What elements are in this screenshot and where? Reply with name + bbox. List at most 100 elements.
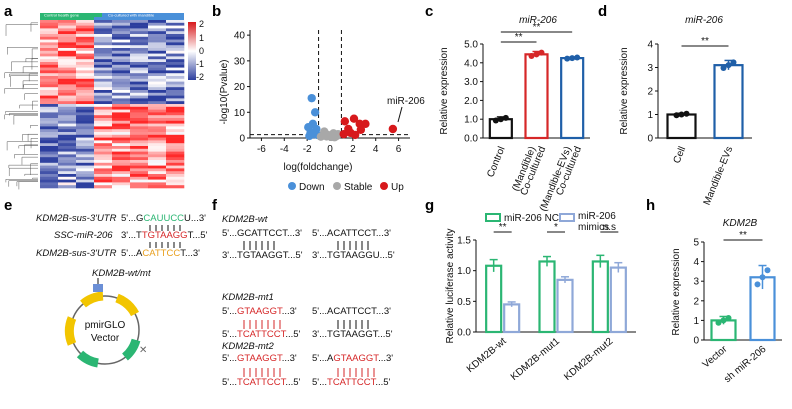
data-point <box>715 319 722 326</box>
heatmap-cell <box>112 182 131 186</box>
heatmap-cell <box>148 174 167 178</box>
heatmap-cell <box>112 31 131 35</box>
heatmap-cell <box>112 179 131 183</box>
heatmap-cell <box>94 56 113 60</box>
heatmap-cell <box>76 45 95 49</box>
heatmap-cell <box>76 76 95 80</box>
heatmap-cell <box>76 115 95 119</box>
volcano-point-stable <box>318 131 328 140</box>
heatmap-cell <box>166 157 185 161</box>
heatmap-cell <box>112 185 131 189</box>
heatmap-cell <box>58 95 77 99</box>
bar <box>503 303 521 334</box>
heatmap-cell <box>112 87 131 91</box>
heatmap-cell <box>76 78 95 82</box>
heatmap-cell <box>40 73 59 77</box>
heatmap-cell <box>148 73 167 77</box>
heatmap-cell <box>94 84 113 88</box>
heatmap-cell <box>166 143 185 147</box>
heatmap-cell <box>76 20 95 24</box>
heatmap-cell <box>166 185 185 189</box>
heatmap-cell <box>148 62 167 66</box>
heatmap-cell <box>112 42 131 46</box>
heatmap-cell <box>94 148 113 152</box>
heatmap-cell <box>130 101 149 105</box>
y-tick-label: 3 <box>693 277 699 288</box>
mt2-right-bottom-mut: TCATTCCT <box>327 377 377 388</box>
heatmap-cell <box>130 106 149 110</box>
heatmap-cell <box>130 70 149 74</box>
group-label-control: Control health gene <box>42 10 82 15</box>
heatmap-cell <box>76 53 95 57</box>
colorbar-tick-m2: -2 <box>196 72 204 82</box>
plasmid-cut-mark: ✕ <box>139 345 147 356</box>
heatmap-cell <box>148 115 167 119</box>
group-label-cocultured: Co-cultured with mandible <box>106 10 159 15</box>
heatmap-cell <box>166 132 185 136</box>
heatmap-cell <box>130 67 149 71</box>
heatmap-cell <box>166 174 185 178</box>
legend-down-marker <box>288 182 296 190</box>
heatmap-cell <box>166 42 185 46</box>
heatmap-cell <box>40 123 59 127</box>
heatmap-cell <box>40 92 59 96</box>
heatmap-cell <box>58 129 77 133</box>
heatmap-cell <box>76 165 95 169</box>
heatmap-cell <box>58 106 77 110</box>
heatmap-cell <box>148 168 167 172</box>
y-axis-label: Relative expression <box>619 47 630 134</box>
heatmap-cell <box>76 56 95 60</box>
heatmap-cell <box>58 25 77 29</box>
heatmap-cell <box>40 168 59 172</box>
heatmap-cell <box>40 53 59 57</box>
heatmap-cell <box>58 115 77 119</box>
heatmap-cell <box>112 134 131 138</box>
volcano-xlabel: log(foldchange) <box>284 162 353 173</box>
bar <box>556 278 574 334</box>
heatmap-cell <box>166 62 185 66</box>
heatmap-cell <box>76 168 95 172</box>
heatmap-cell <box>166 112 185 116</box>
heatmap-cell <box>40 162 59 166</box>
heatmap-cell <box>148 36 167 40</box>
heatmap-cell <box>148 176 167 180</box>
heatmap-cell <box>148 70 167 74</box>
heatmap-cell <box>112 137 131 141</box>
heatmap-cell <box>76 129 95 133</box>
heatmap-cell <box>148 31 167 35</box>
heatmap-cell <box>148 53 167 57</box>
y-tick-label: 0.5 <box>457 297 471 308</box>
heatmap-cell <box>112 76 131 80</box>
heatmap-cell <box>94 62 113 66</box>
heatmap-cell <box>40 182 59 186</box>
wt-left-bottom: 3'...TGTAAGGT...5' <box>222 250 303 261</box>
heatmap-cell <box>112 53 131 57</box>
data-point <box>754 281 761 288</box>
heatmap-cell <box>94 115 113 119</box>
heatmap-cell <box>130 50 149 54</box>
heatmap-cell <box>112 112 131 116</box>
heatmap-cell <box>40 112 59 116</box>
heatmap-cell <box>112 92 131 96</box>
heatmap-cell <box>76 25 95 29</box>
heatmap-cell <box>40 76 59 80</box>
heatmap-cell <box>76 84 95 88</box>
heatmap-cell <box>112 36 131 40</box>
heatmap-cell <box>130 112 149 116</box>
heatmap-cell <box>76 90 95 94</box>
wt-right-top: 5'...ACATTCCT...3' <box>312 228 391 239</box>
pairing-bars-top <box>149 225 181 231</box>
heatmap-cell <box>112 22 131 26</box>
mirna-binding-panel: KDM2B-sus-3'UTR 5'...GCAUUCCU...3' SSC-m… <box>36 213 208 368</box>
y-tick-label: 0.0 <box>457 328 471 339</box>
heatmap-cell <box>130 137 149 141</box>
heatmap-cell <box>130 95 149 99</box>
heatmap-cell <box>40 64 59 68</box>
heatmap-cell <box>148 78 167 82</box>
heatmap-cell <box>40 59 59 63</box>
heatmap-cell <box>76 95 95 99</box>
heatmap-cell <box>112 67 131 71</box>
y-tick-label: 0.0 <box>464 134 478 145</box>
heatmap-cell <box>58 126 77 130</box>
heatmap-cell <box>76 143 95 147</box>
